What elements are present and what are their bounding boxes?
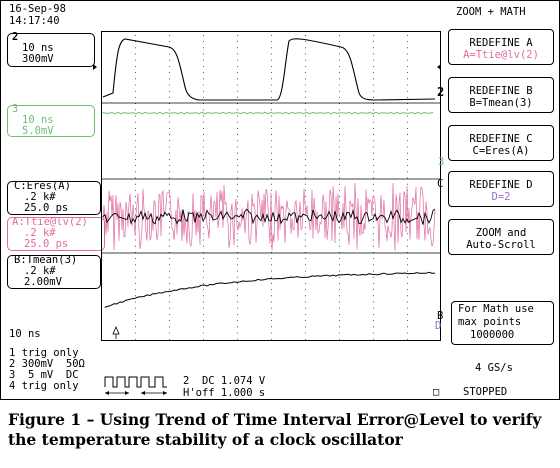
redefine-c-button[interactable]: REDEFINE C C=Eres(A)	[448, 125, 554, 161]
channel-3-box[interactable]: 3 10 ns 5.0mV	[7, 103, 95, 137]
channel-2-timebase: 10 ns	[22, 42, 54, 54]
status-trig3: 3 5 mV DC	[9, 369, 79, 381]
trace-c-scale: 25.0 ps	[24, 202, 69, 214]
status-timebase: 10 ns	[9, 328, 41, 340]
status-trig2: 2 300mV 50Ω	[9, 358, 85, 370]
right-marker-3: 3	[438, 156, 445, 168]
redefine-b-title: REDEFINE B	[469, 85, 533, 97]
zoom-title: ZOOM and	[475, 227, 527, 239]
trace-b-points: .2 k#	[24, 265, 56, 277]
trace-a-points: .2 k#	[24, 227, 56, 239]
date-readout: 16-Sep-98	[9, 3, 66, 15]
status-trig4: 4 trig only	[9, 380, 79, 392]
time-readout: 14:17:40	[9, 15, 60, 27]
right-marker-2: 2	[437, 85, 445, 99]
trace-c-box[interactable]: C:Eres(A) .2 k# 25.0 ps	[7, 181, 101, 215]
acquisition-state: STOPPED	[463, 386, 508, 398]
redefine-b-button[interactable]: REDEFINE B B=Tmean(3)	[448, 77, 554, 113]
trace-a-tie	[102, 182, 436, 252]
channel-3-label: 3	[12, 103, 19, 115]
trace-a-box[interactable]: A:Ttie@lv(2) .2 k# 25.0 ps	[7, 217, 105, 251]
redefine-d-value: D=2	[491, 191, 511, 203]
trigger-pulse-icon	[104, 376, 167, 395]
zoom-value: Auto-Scroll	[466, 239, 536, 251]
trace-c-eres	[102, 208, 436, 225]
channel-2-label: 2	[12, 31, 19, 43]
trace-b-trend	[104, 271, 435, 308]
ch2-right-marker	[437, 64, 441, 70]
trace-c-function: C:Eres(A)	[14, 180, 71, 192]
trigger-info-level: 2 DC 1.074 V	[183, 375, 266, 387]
waveform-grid	[101, 31, 441, 341]
channel-2-box[interactable]: 2 10 ns 300mV	[7, 31, 95, 67]
redefine-c-value: C=Eres(A)	[472, 145, 530, 157]
right-marker-d: D	[435, 320, 442, 332]
trace-c-points: .2 k#	[24, 191, 56, 203]
trace-ch3-flat	[102, 111, 434, 115]
math-note-box: For Math use max points 1000000	[451, 301, 554, 345]
status-trig1: 1 trig only	[9, 347, 79, 359]
zoom-autoscroll-button[interactable]: ZOOM and Auto-Scroll	[448, 219, 554, 255]
trace-a-scale: 25.0 ps	[24, 238, 69, 250]
redefine-a-value: A=Ttie@lv(2)	[463, 49, 539, 61]
redefine-b-value: B=Tmean(3)	[469, 97, 533, 109]
trace-b-function: B:Tmean(3)	[14, 254, 78, 266]
trace-b-box[interactable]: B:Tmean(3) .2 k# 2.00mV	[7, 255, 101, 289]
right-marker-b: B	[437, 310, 444, 322]
trace-ch2-clock	[102, 38, 436, 101]
redefine-d-title: REDEFINE D	[469, 179, 533, 191]
stopped-indicator-box: □	[433, 386, 440, 398]
math-note-line1: For Math use	[458, 303, 534, 315]
math-note-line2: max points	[458, 316, 522, 328]
math-note-line3: 1000000	[470, 329, 515, 341]
grid-dots	[135, 35, 408, 340]
channel-3-timebase: 10 ns	[22, 114, 54, 126]
mode-title: ZOOM + MATH	[456, 6, 526, 18]
trace-a-function: A:Ttie@lv(2)	[12, 216, 88, 228]
oscilloscope-screen: 16-Sep-98 14:17:40 ZOOM + MATH 2 10 ns 3…	[0, 0, 560, 400]
channel-2-volts: 300mV	[22, 53, 54, 65]
waveform-traces	[93, 35, 441, 340]
redefine-a-button[interactable]: REDEFINE A A=Ttie@lv(2)	[448, 29, 554, 65]
redefine-c-title: REDEFINE C	[469, 133, 533, 145]
figure-caption: Figure 1 – Using Trend of Time Interval …	[8, 410, 542, 449]
right-marker-c: C	[437, 178, 444, 190]
trigger-info-holdoff: H'off 1.000 s	[183, 387, 266, 399]
trace-b-scale: 2.00mV	[24, 276, 62, 288]
ch2-left-marker	[93, 64, 97, 70]
channel-3-volts: 5.0mV	[22, 125, 54, 137]
redefine-a-title: REDEFINE A	[469, 37, 533, 49]
sample-rate: 4 GS/s	[475, 362, 513, 374]
redefine-d-button[interactable]: REDEFINE D D=2	[448, 171, 554, 207]
